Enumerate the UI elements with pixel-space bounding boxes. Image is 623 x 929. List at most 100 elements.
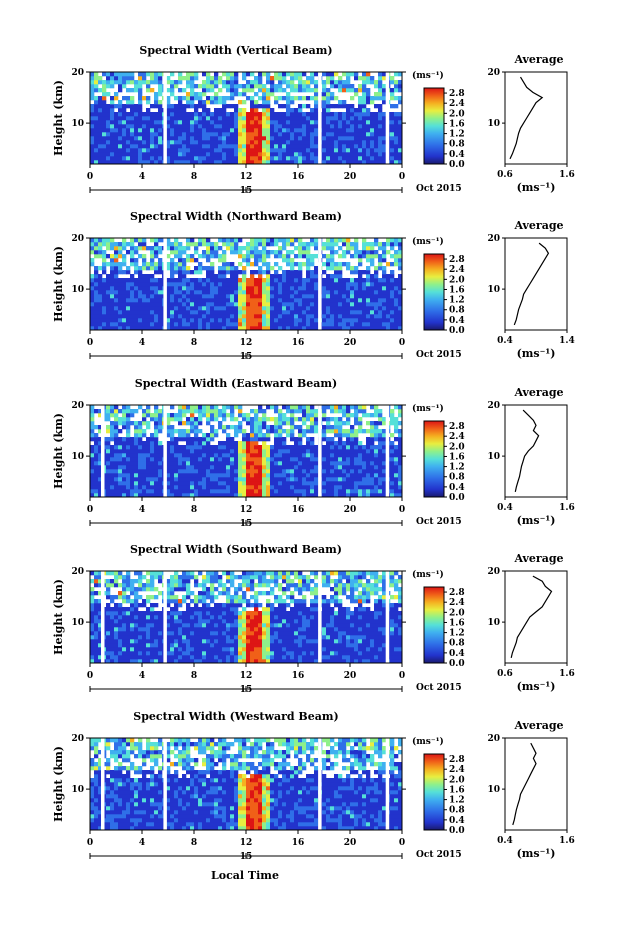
heatmap-cell xyxy=(250,441,255,446)
heatmap-cell xyxy=(182,156,187,161)
heatmap-cell xyxy=(142,302,147,307)
colorbar-tick-label: 2.8 xyxy=(449,89,465,99)
heatmap-cell xyxy=(138,108,143,113)
heatmap-cell xyxy=(250,100,255,105)
heatmap-cell xyxy=(330,72,335,77)
heatmap-cell xyxy=(274,445,279,450)
heatmap-cell xyxy=(338,104,343,109)
heatmap-cell xyxy=(306,160,311,165)
heatmap-cell xyxy=(390,128,395,133)
heatmap-cell xyxy=(134,318,139,323)
heatmap-cell xyxy=(298,88,303,93)
heatmap-cell xyxy=(94,631,99,636)
heatmap-cell xyxy=(234,290,239,295)
heatmap-cell xyxy=(114,286,119,291)
heatmap-cell xyxy=(110,238,115,243)
heatmap-cell xyxy=(106,286,111,291)
heatmap-cell xyxy=(110,477,115,482)
heatmap-cell xyxy=(126,473,131,478)
heatmap-cell xyxy=(214,120,219,125)
heatmap-cell xyxy=(330,96,335,101)
heatmap-cell xyxy=(350,425,355,430)
heatmap-cell xyxy=(358,140,363,145)
heatmap-cell xyxy=(98,481,103,486)
heatmap-cell xyxy=(106,489,111,494)
heatmap-cell xyxy=(302,156,307,161)
heatmap-cell xyxy=(370,80,375,85)
heatmap-cell xyxy=(378,104,383,109)
heatmap-cell xyxy=(334,429,339,434)
heatmap-cell xyxy=(354,449,359,454)
heatmap-cell xyxy=(218,298,223,303)
heatmap-cell xyxy=(358,144,363,149)
heatmap-cell xyxy=(222,266,227,271)
heatmap-cell xyxy=(90,294,95,299)
heatmap-cell xyxy=(166,453,171,458)
heatmap-cell xyxy=(282,417,287,422)
heatmap-cell xyxy=(370,242,375,247)
heatmap-cell xyxy=(286,100,291,105)
heatmap-cell xyxy=(138,473,143,478)
heatmap-cell xyxy=(326,136,331,141)
heatmap-cell xyxy=(158,144,163,149)
heatmap-cell xyxy=(134,140,139,145)
heatmap-cell xyxy=(90,477,95,482)
heatmap-cell xyxy=(246,306,251,311)
heatmap-cell xyxy=(98,473,103,478)
heatmap-cell xyxy=(178,314,183,319)
heatmap-cell xyxy=(374,242,379,247)
heatmap-cell xyxy=(330,262,335,267)
heatmap-cell xyxy=(150,278,155,283)
heatmap-cell xyxy=(158,80,163,85)
heatmap-cell xyxy=(282,290,287,295)
heatmap-cell xyxy=(326,80,331,85)
heatmap-cell xyxy=(218,469,223,474)
heatmap-cell xyxy=(282,489,287,494)
heatmap-cell xyxy=(322,290,327,295)
heatmap-cell xyxy=(142,310,147,315)
heatmap-cell xyxy=(182,286,187,291)
heatmap-cell xyxy=(322,425,327,430)
heatmap-cell xyxy=(330,485,335,490)
heatmap-cell xyxy=(130,485,135,490)
heatmap-cell xyxy=(214,290,219,295)
heatmap-cell xyxy=(114,449,119,454)
heatmap-cell xyxy=(274,441,279,446)
heatmap-cell xyxy=(390,413,395,418)
heatmap-cell xyxy=(246,278,251,283)
heatmap-cell xyxy=(190,128,195,133)
heatmap-cell xyxy=(154,104,159,109)
heatmap-cell xyxy=(106,124,111,129)
heatmap-cell xyxy=(226,156,231,161)
heatmap-cell xyxy=(346,302,351,307)
heatmap-cell xyxy=(322,298,327,303)
heatmap-cell xyxy=(194,132,199,137)
heatmap-cell xyxy=(366,489,371,494)
heatmap-cell xyxy=(238,322,243,327)
heatmap-cell xyxy=(290,238,295,243)
heatmap-cell xyxy=(398,282,403,287)
heatmap-cell xyxy=(94,575,99,580)
heatmap-cell xyxy=(326,156,331,161)
heatmap-cell xyxy=(290,473,295,478)
heatmap-cell xyxy=(122,298,127,303)
heatmap-cell xyxy=(278,413,283,418)
heatmap-cell xyxy=(234,246,239,251)
heatmap-cell xyxy=(254,290,259,295)
heatmap-cell xyxy=(370,274,375,279)
heatmap-cell xyxy=(90,326,95,331)
heatmap-cell xyxy=(322,322,327,327)
heatmap-cell xyxy=(226,84,231,89)
heatmap-cell xyxy=(210,449,215,454)
heatmap-cell xyxy=(178,326,183,331)
heatmap-cell xyxy=(234,449,239,454)
heatmap-cell xyxy=(110,453,115,458)
heatmap-cell xyxy=(214,326,219,331)
heatmap-cell xyxy=(90,128,95,133)
heatmap-cell xyxy=(378,160,383,165)
heatmap-cell xyxy=(310,322,315,327)
panel-title: Spectral Width (Northward Beam) xyxy=(130,210,342,223)
heatmap-cell xyxy=(186,314,191,319)
heatmap-cell xyxy=(186,290,191,295)
heatmap-cell xyxy=(154,156,159,161)
